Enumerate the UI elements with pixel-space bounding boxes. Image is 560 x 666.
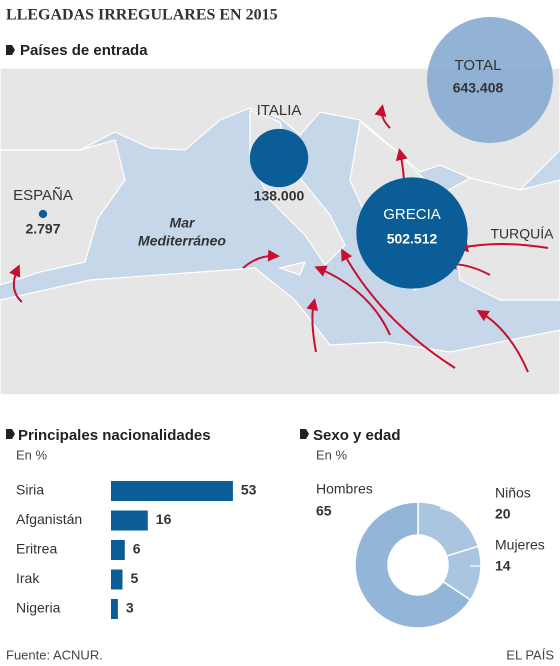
sea-label: Mar bbox=[170, 215, 196, 231]
bubble-name: TOTAL bbox=[455, 57, 502, 74]
section-title: Principales nacionalidades bbox=[18, 427, 211, 444]
bubble-value: 2.797 bbox=[25, 221, 60, 237]
bubble-name: ITALIA bbox=[257, 102, 302, 119]
donut-chart: Niños 20 Mujeres 14 Hombres 65 bbox=[316, 481, 545, 629]
donut-label: Niños bbox=[495, 485, 531, 501]
bubble-value: 643.408 bbox=[453, 80, 504, 96]
donut-value: 14 bbox=[495, 558, 511, 574]
country-label: TURQUÍA bbox=[491, 226, 555, 242]
credit: EL PAÍS bbox=[506, 647, 554, 662]
donut-segment bbox=[354, 501, 472, 629]
donut-label: Hombres bbox=[316, 481, 373, 497]
bubble-value: 138.000 bbox=[254, 188, 305, 204]
bubble-name: GRECIA bbox=[383, 206, 441, 223]
bubble bbox=[38, 209, 48, 219]
bar bbox=[111, 481, 233, 501]
section-title: Sexo y edad bbox=[313, 427, 401, 444]
sea-label: Mediterráneo bbox=[138, 233, 226, 249]
bar-label: Irak bbox=[16, 570, 40, 586]
section-title: Países de entrada bbox=[20, 42, 148, 59]
donut-value: 20 bbox=[495, 506, 511, 522]
subtitle: En % bbox=[316, 447, 348, 462]
donut-label: Mujeres bbox=[495, 537, 545, 553]
bar-value: 3 bbox=[126, 600, 134, 616]
bubble bbox=[356, 177, 468, 289]
bar-chart: Siria 53 Afganistán 16 Eritrea 6 Irak 5 Nigeria 3 bbox=[16, 481, 257, 619]
bar-label: Siria bbox=[16, 482, 44, 498]
bubble-name: ESPAÑA bbox=[13, 187, 73, 204]
bar-value: 5 bbox=[131, 570, 139, 586]
title: LLEGADAS IRREGULARES EN 2015 bbox=[6, 7, 278, 24]
bar-label: Afganistán bbox=[16, 511, 82, 527]
bar-value: 6 bbox=[133, 541, 141, 557]
bar bbox=[111, 510, 148, 531]
bar-value: 53 bbox=[241, 482, 257, 498]
bar-label: Eritrea bbox=[16, 541, 57, 557]
bar-value: 16 bbox=[156, 511, 172, 527]
bubbles: ESPAÑA 2.797 ITALIA 138.000 GRECIA 502.512 TOT… bbox=[13, 17, 553, 289]
section-icon bbox=[300, 429, 309, 439]
bar bbox=[111, 599, 118, 619]
donut-value: 65 bbox=[316, 503, 332, 519]
section-icon bbox=[6, 429, 15, 439]
source: Fuente: ACNUR. bbox=[6, 647, 103, 662]
bar bbox=[111, 569, 123, 590]
bar-label: Nigeria bbox=[16, 600, 61, 616]
bubble bbox=[249, 128, 309, 188]
bubble-value: 502.512 bbox=[387, 231, 438, 247]
bubble bbox=[427, 17, 553, 143]
bar bbox=[111, 540, 125, 560]
subtitle: En % bbox=[16, 447, 48, 462]
section-icon bbox=[6, 45, 15, 55]
